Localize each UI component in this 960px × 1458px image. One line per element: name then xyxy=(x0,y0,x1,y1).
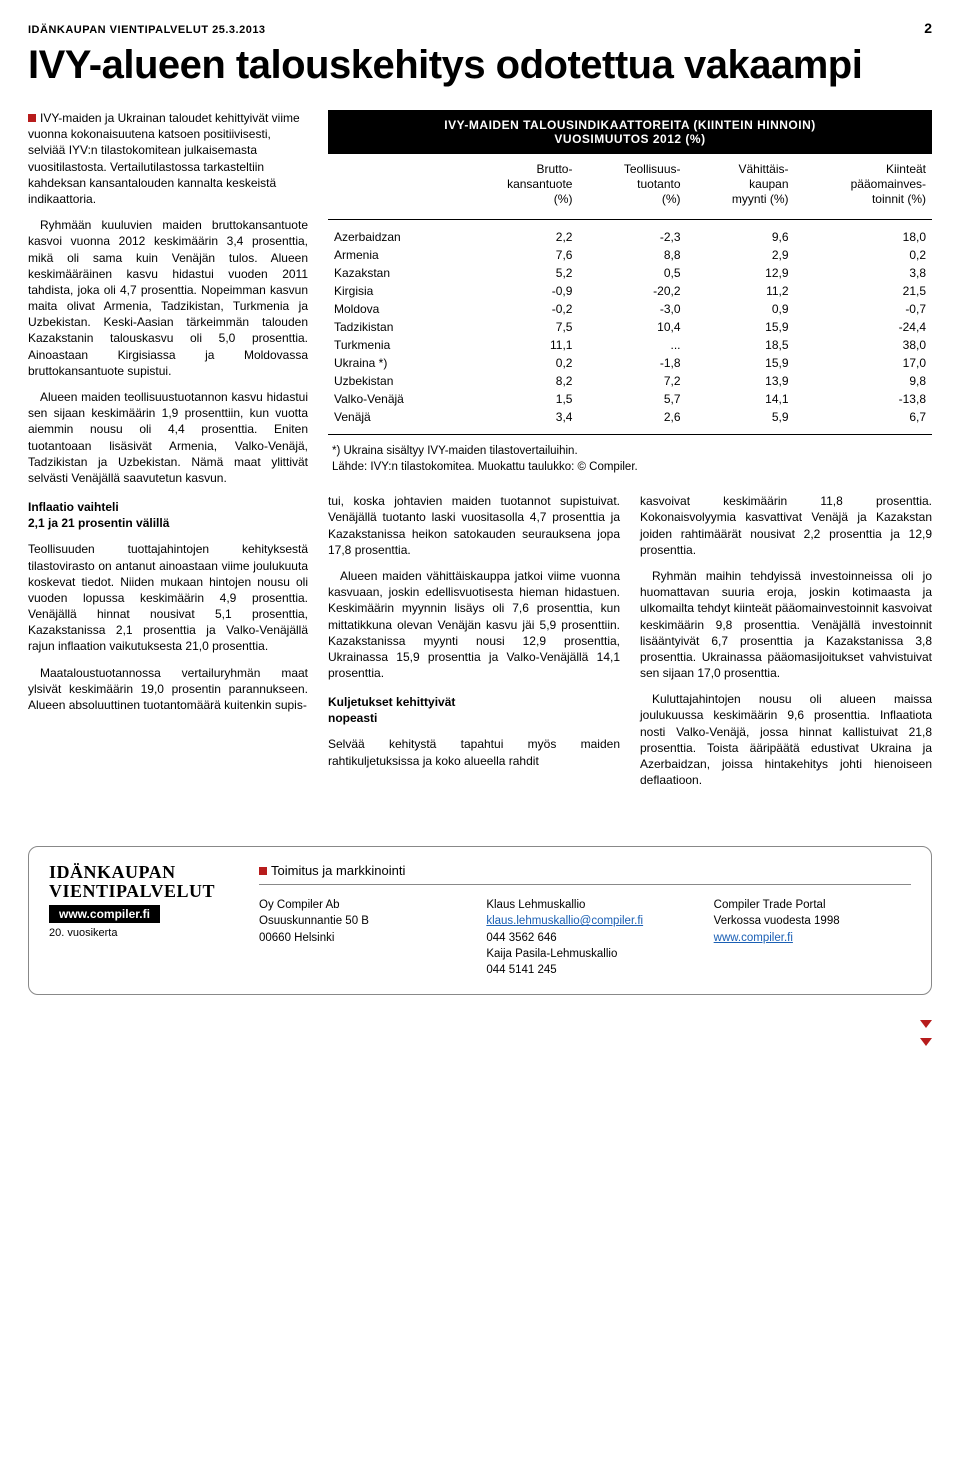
table-row: Kirgisia-0,9-20,211,221,5 xyxy=(328,282,932,300)
subheading-transport: Kuljetukset kehittyivät nopeasti xyxy=(328,695,620,726)
brand-line2: VIENTIPALVELUT xyxy=(49,882,229,901)
lead-text: IVY-maiden ja Ukrainan taloudet kehittyi… xyxy=(28,111,300,206)
table-title-2: VUOSIMUUTOS 2012 (%) xyxy=(336,132,924,146)
table-head-row: Brutto- kansantuote (%) Teollisuus- tuot… xyxy=(328,154,932,220)
col-retail: Vähittäis- kaupan myynti (%) xyxy=(687,154,795,220)
footer-brand: IDÄNKAUPAN VIENTIPALVELUT www.compiler.f… xyxy=(49,863,229,977)
fc2-l4: Kaija Pasila-Lehmuskallio xyxy=(486,946,683,962)
fc2-l1: Klaus Lehmuskallio xyxy=(486,897,683,913)
fc1-l1: Oy Compiler Ab xyxy=(259,897,456,913)
brand-year: 20. vuosikerta xyxy=(49,927,229,939)
indicators-table: Brutto- kansantuote (%) Teollisuus- tuot… xyxy=(328,154,932,435)
lc2-p2: Ryhmän maihin tehdyissä investoinneissa … xyxy=(640,568,932,681)
fc1-l2: Osuuskunnantie 50 B xyxy=(259,913,456,929)
table-row: Valko-Venäjä1,55,714,1-13,8 xyxy=(328,390,932,408)
bullet-icon xyxy=(28,114,36,122)
lower-col-1: tui, koska johtavien maiden tuotannot su… xyxy=(328,493,620,798)
footer-col-3: Compiler Trade Portal Verkossa vuodesta … xyxy=(714,897,911,977)
footer-cols: Oy Compiler Ab Osuuskunnantie 50 B 00660… xyxy=(259,897,911,977)
footer-col-1: Oy Compiler Ab Osuuskunnantie 50 B 00660… xyxy=(259,897,456,977)
lc2-p3: Kuluttajahintojen nousu oli alueen maiss… xyxy=(640,691,932,788)
body-p1: Ryhmään kuuluvien maiden bruttokansantuo… xyxy=(28,217,308,379)
lower-columns: tui, koska johtavien maiden tuotannot su… xyxy=(328,493,932,798)
table-title-1: IVY-MAIDEN TALOUSINDIKAATTOREITA (KIINTE… xyxy=(444,118,816,132)
right-area: IVY-MAIDEN TALOUSINDIKAATTOREITA (KIINTE… xyxy=(328,110,932,798)
table-row: Turkmenia11,1...18,538,0 xyxy=(328,336,932,354)
fc2-l3: 044 3562 646 xyxy=(486,930,683,946)
page-end-markers xyxy=(0,1015,960,1071)
bullet-icon xyxy=(259,867,267,875)
triangle-down-icon xyxy=(920,1020,932,1028)
email-link[interactable]: klaus.lehmuskallio@compiler.fi xyxy=(486,915,643,927)
portal-link[interactable]: www.compiler.fi xyxy=(714,932,793,944)
table-header: IVY-MAIDEN TALOUSINDIKAATTOREITA (KIINTE… xyxy=(328,110,932,154)
lead-paragraph: IVY-maiden ja Ukrainan taloudet kehittyi… xyxy=(28,110,308,207)
lc2-p1: kasvoivat keskimäärin 11,8 prosenttia. K… xyxy=(640,493,932,558)
document-page: IDÄNKAUPAN VIENTIPALVELUT 25.3.2013 2 IV… xyxy=(0,0,960,818)
col-gdp: Brutto- kansantuote (%) xyxy=(457,154,579,220)
fc3-l1: Compiler Trade Portal xyxy=(714,897,911,913)
table-row: Armenia7,68,82,90,2 xyxy=(328,246,932,264)
body-p4: Maataloustuotannossa vertailuryhmän maat… xyxy=(28,665,308,714)
fc3-l2: Verkossa vuodesta 1998 xyxy=(714,913,911,929)
subheading-inflation: Inflaatio vaihteli 2,1 ja 21 prosentin v… xyxy=(28,500,308,531)
fc1-l3: 00660 Helsinki xyxy=(259,930,456,946)
col-industry: Teollisuus- tuotanto (%) xyxy=(578,154,686,220)
table-body: Azerbaidzan2,2-2,39,618,0 Armenia7,68,82… xyxy=(328,220,932,435)
data-table-box: IVY-MAIDEN TALOUSINDIKAATTOREITA (KIINTE… xyxy=(328,110,932,475)
brand-url[interactable]: www.compiler.fi xyxy=(49,905,160,923)
main-title: IVY-alueen talouskehitys odotettua vakaa… xyxy=(28,44,932,86)
footer-section-title: Toimitus ja markkinointi xyxy=(259,863,911,885)
table-row: Ukraina *)0,2-1,815,917,0 xyxy=(328,354,932,372)
header-label: IDÄNKAUPAN VIENTIPALVELUT 25.3.2013 xyxy=(28,24,266,36)
triangle-down-icon xyxy=(920,1038,932,1046)
content-area: IVY-maiden ja Ukrainan taloudet kehittyi… xyxy=(28,110,932,798)
fc2-l5: 044 5141 245 xyxy=(486,962,683,978)
footnote-1: *) Ukraina sisältyy IVY-maiden tilastove… xyxy=(332,443,928,459)
lc1-p1: tui, koska johtavien maiden tuotannot su… xyxy=(328,493,620,558)
footer-box: IDÄNKAUPAN VIENTIPALVELUT www.compiler.f… xyxy=(28,846,932,994)
table-row: Tadzikistan7,510,415,9-24,4 xyxy=(328,318,932,336)
body-p3: Teollisuuden tuottajahintojen kehitykses… xyxy=(28,541,308,654)
lc1-p3: Selvää kehitystä tapahtui myös maiden ra… xyxy=(328,736,620,768)
table-row: Venäjä3,42,65,96,7 xyxy=(328,408,932,435)
col-investment: Kiinteät pääomainves- toinnit (%) xyxy=(795,154,932,220)
table-row: Kazakstan5,20,512,93,8 xyxy=(328,264,932,282)
table-row: Azerbaidzan2,2-2,39,618,0 xyxy=(328,220,932,247)
header-row: IDÄNKAUPAN VIENTIPALVELUT 25.3.2013 2 xyxy=(28,20,932,36)
table-row: Uzbekistan8,27,213,99,8 xyxy=(328,372,932,390)
lc1-p2: Alueen maiden vähittäiskauppa jatkoi vii… xyxy=(328,568,620,681)
table-footnote: *) Ukraina sisältyy IVY-maiden tilastove… xyxy=(328,435,932,475)
footer-col-2: Klaus Lehmuskallio klaus.lehmuskallio@co… xyxy=(486,897,683,977)
lower-col-2: kasvoivat keskimäärin 11,8 prosenttia. K… xyxy=(640,493,932,798)
col-country xyxy=(328,154,457,220)
body-p2: Alueen maiden teollisuustuotannon kasvu … xyxy=(28,389,308,486)
left-column: IVY-maiden ja Ukrainan taloudet kehittyi… xyxy=(28,110,308,798)
footnote-2: Lähde: IVY:n tilastokomitea. Muokattu ta… xyxy=(332,459,928,475)
brand-line1: IDÄNKAUPAN xyxy=(49,863,229,882)
table-row: Moldova-0,2-3,00,9-0,7 xyxy=(328,300,932,318)
footer-right: Toimitus ja markkinointi Oy Compiler Ab … xyxy=(259,863,911,977)
page-number: 2 xyxy=(924,20,932,36)
